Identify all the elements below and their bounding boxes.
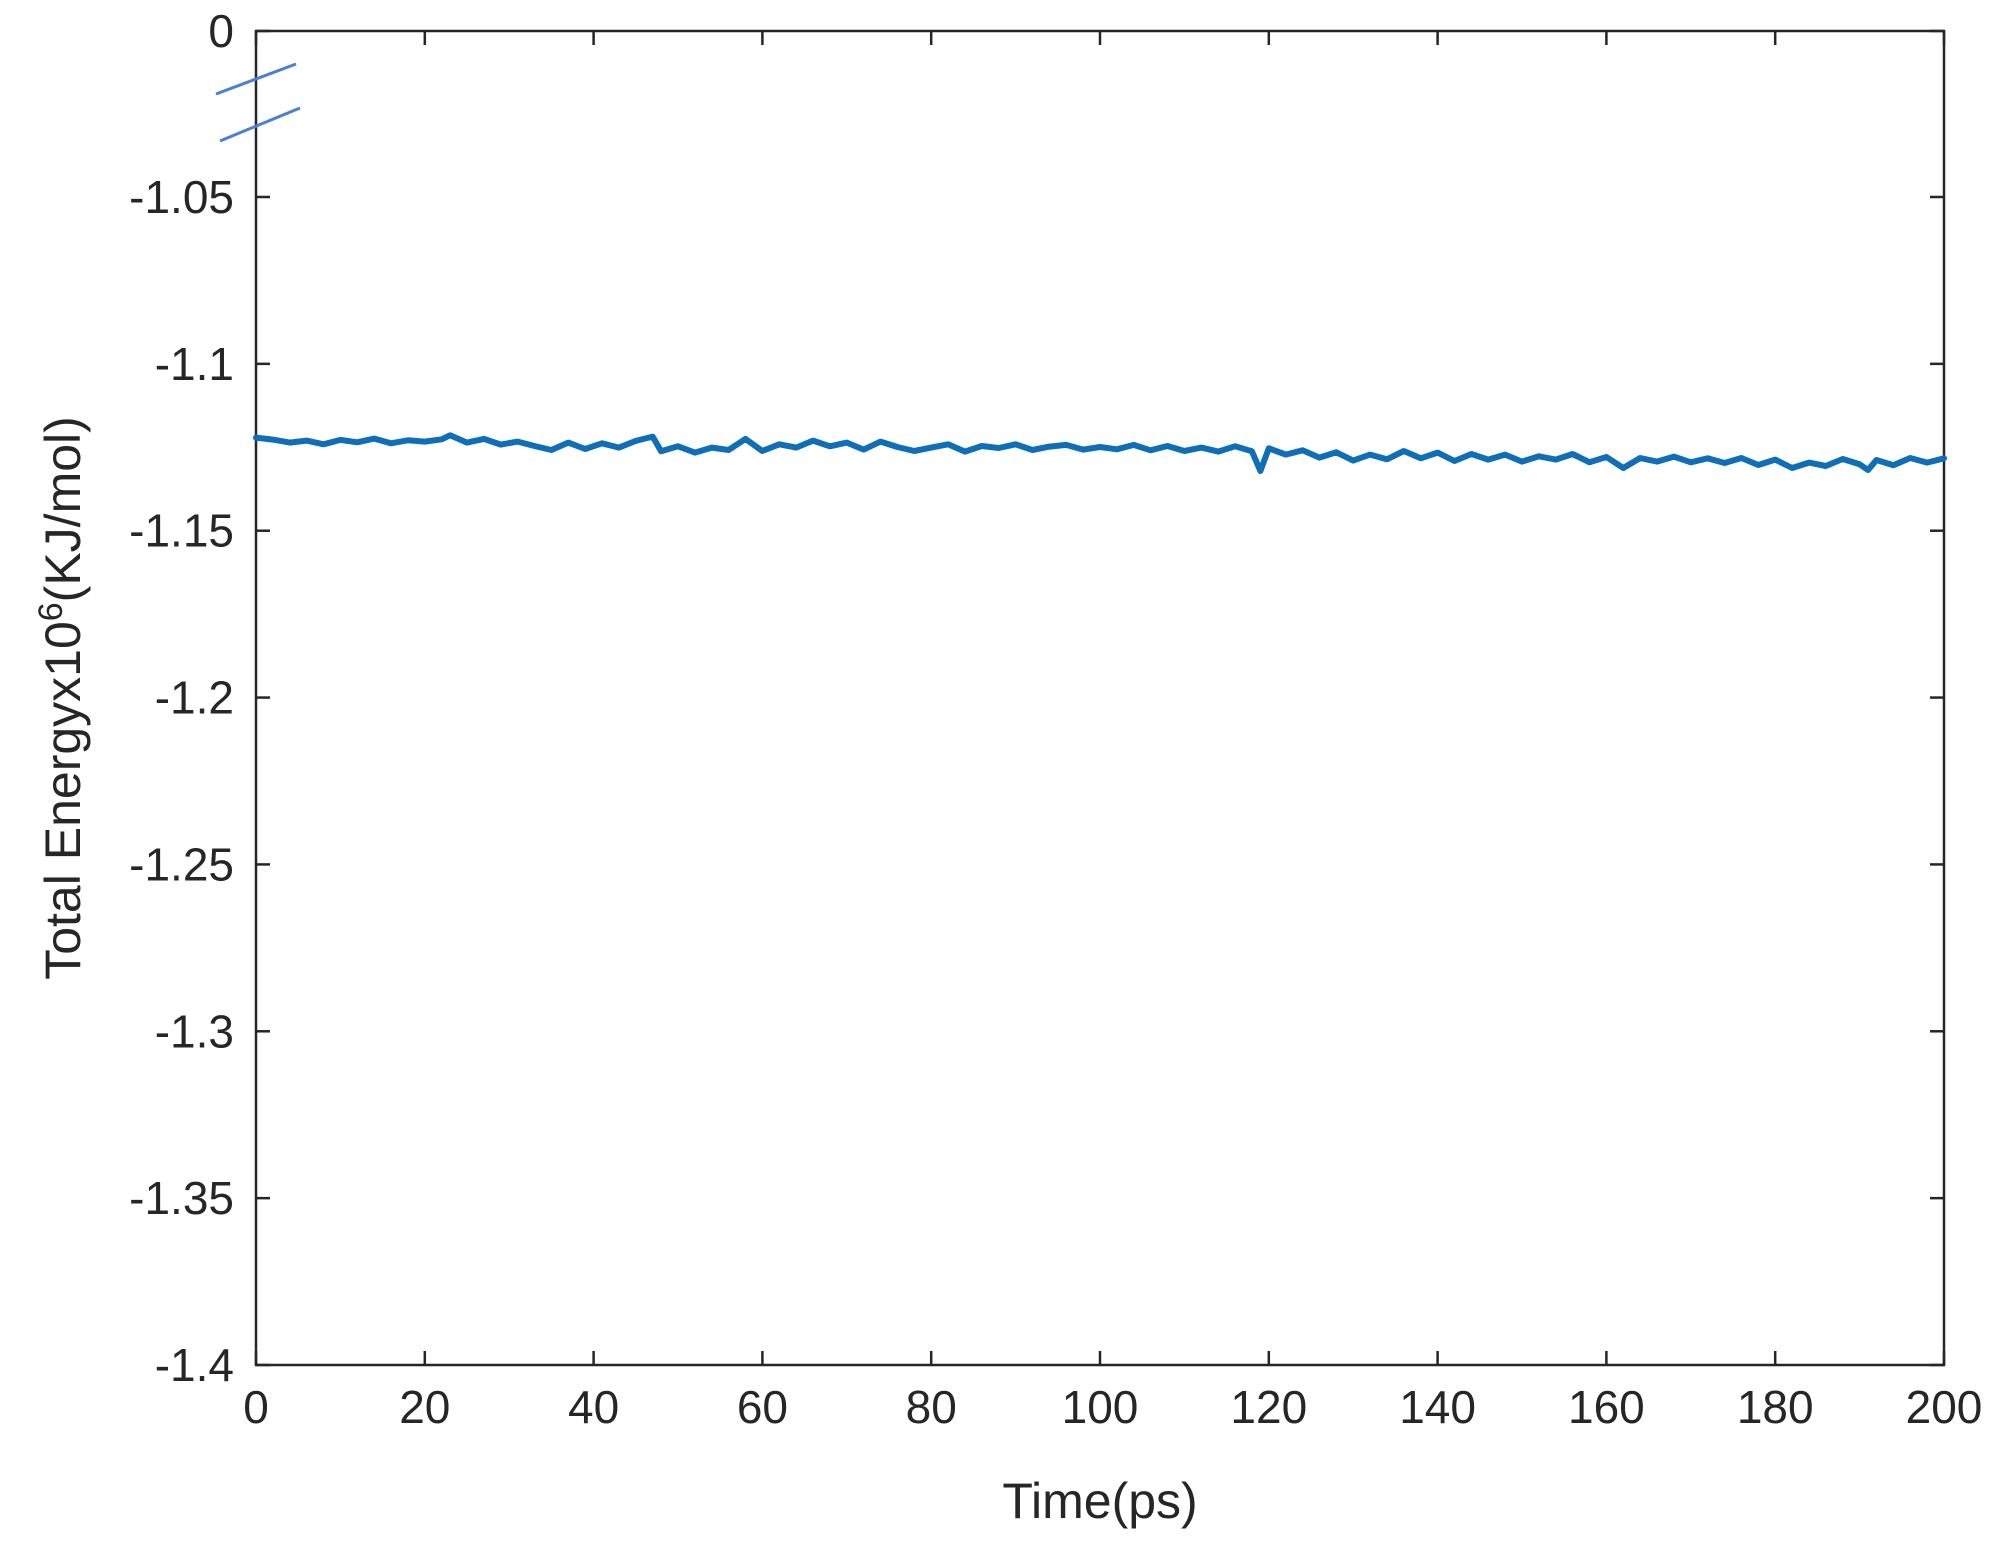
y-axis-title-suffix: (KJ/mol): [35, 416, 91, 602]
series-line: [253, 432, 1947, 474]
y-tick-label: -1.1: [155, 338, 234, 390]
x-tick-label: 140: [1399, 1381, 1476, 1433]
axis-break-line-upper: [215, 62, 297, 96]
y-tick-label: 0: [208, 5, 234, 57]
axis-break-line-lower: [219, 106, 301, 143]
y-tick-label: -1.15: [129, 505, 234, 557]
axis-break-mark: [215, 62, 301, 143]
x-tick-label: 180: [1737, 1381, 1814, 1433]
y-tick-label: -1.05: [129, 171, 234, 223]
x-tick-label: 200: [1906, 1381, 1983, 1433]
x-axis-ticks: 0 20 40 60 80 100 120 140 160 180 200: [243, 31, 1982, 1433]
x-tick-label: 100: [1062, 1381, 1139, 1433]
x-tick-label: 40: [568, 1381, 619, 1433]
plot-frame: [254, 29, 1946, 1367]
y-axis-title: Total Energyx106(KJ/mol): [32, 416, 91, 980]
y-tick-label: -1.35: [129, 1172, 234, 1224]
x-tick-label: 60: [737, 1381, 788, 1433]
x-axis-title: Time(ps): [1002, 1473, 1197, 1529]
x-tick-label: 160: [1568, 1381, 1645, 1433]
y-tick-label: -1.3: [155, 1005, 234, 1057]
y-axis-ticks: 0 -1.05 -1.1 -1.15 -1.2 -1.25 -1.3 -1.35 -1.4: [129, 5, 1944, 1391]
y-tick-label: -1.4: [155, 1339, 234, 1391]
x-tick-label: 120: [1230, 1381, 1307, 1433]
y-tick-label: -1.2: [155, 672, 234, 724]
y-tick-label: -1.25: [129, 838, 234, 890]
x-tick-label: 80: [906, 1381, 957, 1433]
y-axis-title-superscript: 6: [32, 602, 70, 621]
x-tick-label: 0: [243, 1381, 269, 1433]
y-axis-title-prefix: Total Energyx10: [35, 621, 91, 980]
x-tick-label: 20: [399, 1381, 450, 1433]
